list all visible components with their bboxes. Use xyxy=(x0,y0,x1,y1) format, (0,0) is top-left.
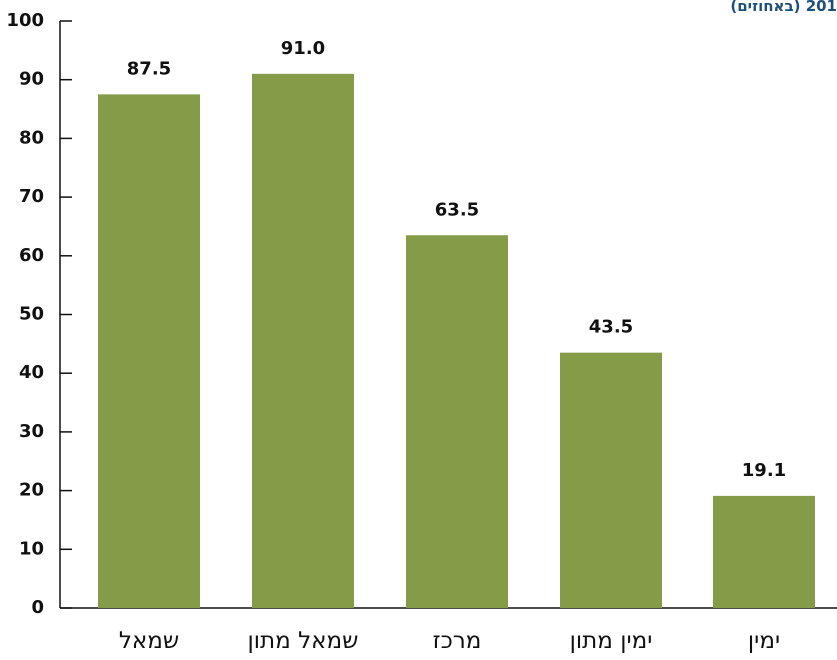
y-tick-label: 70 xyxy=(19,186,44,207)
data-label: 87.5 xyxy=(127,58,171,79)
data-label: 43.5 xyxy=(589,317,633,338)
category-label: מרכז xyxy=(433,628,482,654)
data-label: 63.5 xyxy=(435,199,479,220)
y-tick-label: 40 xyxy=(19,362,44,383)
category-label: ימין xyxy=(748,628,780,654)
y-tick-label: 10 xyxy=(19,538,44,559)
bar xyxy=(560,352,662,608)
bar xyxy=(252,73,354,608)
bars xyxy=(98,73,815,608)
bar xyxy=(98,94,200,608)
y-tick-label: 20 xyxy=(19,480,44,501)
y-tick-label: 30 xyxy=(19,421,44,442)
y-tick-label: 60 xyxy=(19,245,44,266)
y-tick-label: 0 xyxy=(31,597,44,618)
chart-subtitle: 201 (באחוזים) xyxy=(730,0,837,15)
bar xyxy=(406,235,508,608)
category-label: שמאל xyxy=(119,628,179,654)
bar xyxy=(713,495,815,608)
data-label: 91.0 xyxy=(281,38,325,59)
labels: 87.5 שמאל 91.0 שמאל מתון 63.5 מרכז 43.5 ימין מת… xyxy=(119,38,786,654)
category-label: ימין מתון xyxy=(570,628,653,654)
y-tick-label: 80 xyxy=(19,127,44,148)
data-label: 19.1 xyxy=(742,460,786,481)
y-tick-label: 100 xyxy=(6,10,44,31)
axes: 0 10 20 30 40 50 60 70 80 90 100 xyxy=(6,10,837,618)
y-tick-label: 50 xyxy=(19,304,44,325)
category-label: שמאל מתון xyxy=(248,628,359,654)
y-tick-label: 90 xyxy=(19,69,44,90)
